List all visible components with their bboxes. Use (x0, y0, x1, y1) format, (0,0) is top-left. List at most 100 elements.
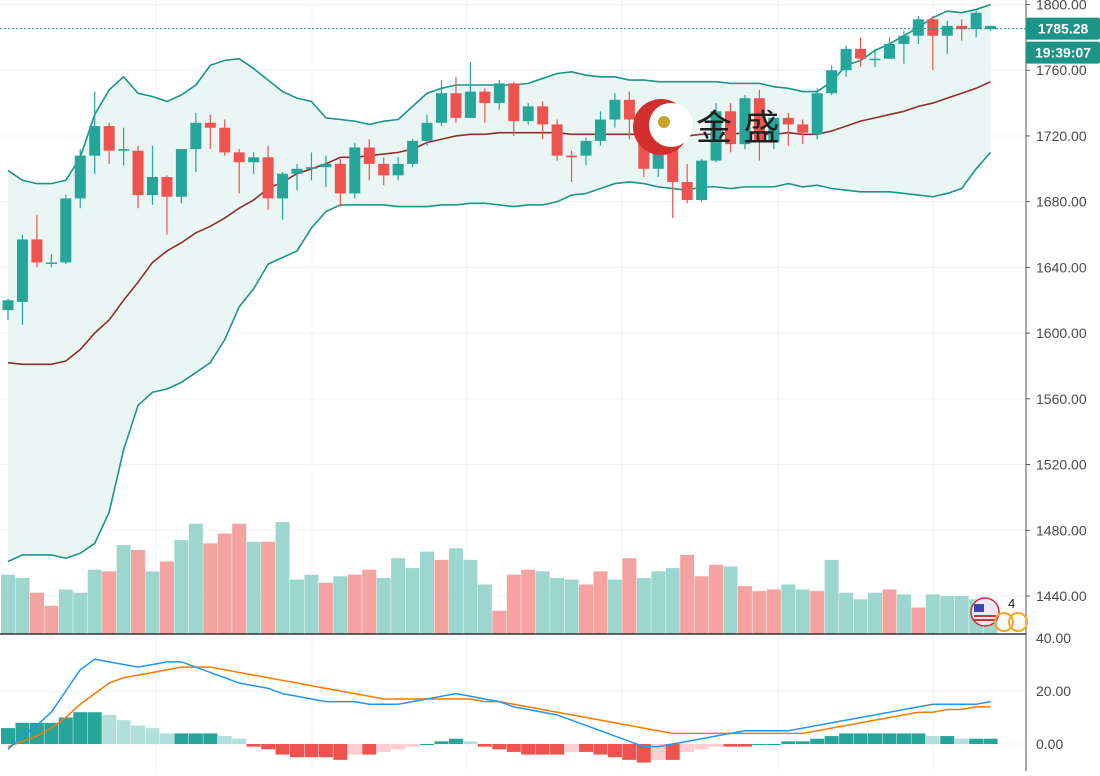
volume-bar (824, 559, 839, 634)
macd-histogram-bar (868, 733, 882, 744)
price-axis[interactable]: 1800.00 1760.00 1720.00 1680.00 1640.00 1600.… (1025, 0, 1087, 771)
candle-body (392, 163, 404, 176)
macd-histogram-bar (131, 725, 146, 744)
economic-event-marker[interactable]: 4 (970, 596, 1028, 632)
candle-body (132, 150, 144, 196)
macd-histogram-bar (680, 744, 695, 752)
candle-body (927, 19, 939, 36)
candle-body (739, 98, 751, 145)
volume-bar (954, 596, 969, 634)
candle-body (753, 98, 765, 143)
volume-bar (405, 568, 420, 634)
macd-histogram-bar (709, 744, 724, 747)
candle-body (436, 93, 447, 123)
candle (74, 149, 86, 209)
logo-text: 金 盛 (696, 108, 779, 149)
volume-bar (752, 591, 767, 634)
candle-body (147, 177, 158, 196)
macd-histogram-bar (954, 738, 969, 744)
volume-bar (116, 545, 131, 634)
volume-bar (448, 548, 463, 634)
macd-histogram-bar (723, 744, 738, 747)
volume-bar (636, 577, 651, 634)
candle-body (277, 173, 289, 199)
candle-body (248, 157, 260, 163)
macd-histogram-bar (304, 744, 319, 758)
candle (233, 149, 245, 194)
volume-bar (434, 559, 449, 634)
macd-tick-label: 20.00 (1036, 683, 1071, 699)
volume-bar (709, 564, 724, 634)
volume-bars (0, 522, 1026, 635)
macd-tick-label: 40.00 (1036, 630, 1071, 646)
candle (334, 158, 346, 207)
macd-histogram-bar (73, 712, 88, 744)
candle-body (60, 198, 72, 263)
candle-body (190, 122, 202, 150)
candle-body (378, 163, 390, 176)
candle-body (320, 163, 332, 168)
candle (291, 163, 303, 191)
macd-histogram-bar (766, 744, 781, 745)
candle (45, 254, 57, 268)
price-tick-label: 1680.00 (1036, 194, 1087, 210)
candle (349, 142, 361, 199)
candle-body (869, 58, 881, 61)
macd-histogram-bar (593, 744, 608, 755)
macd-histogram-bar (694, 744, 709, 750)
volume-bar (694, 576, 709, 634)
volume-bar (391, 558, 406, 634)
macd-histogram-bar (420, 744, 435, 745)
candle (753, 89, 765, 161)
macd-histogram-bar (232, 738, 247, 744)
candle (363, 139, 375, 181)
candle (493, 80, 505, 110)
watermark-logo: 金 盛 (633, 99, 779, 155)
candle-body (594, 119, 606, 141)
candle-body (464, 91, 476, 118)
candle-body (219, 127, 231, 153)
macd-histogram-bar (911, 733, 926, 744)
volume-bar (868, 592, 882, 634)
volume-bar (492, 610, 507, 634)
candle-body (479, 91, 491, 104)
candle (927, 16, 939, 71)
macd-line (7, 658, 991, 750)
volume-bar (347, 574, 362, 634)
candle (970, 11, 982, 38)
countdown-badge (1026, 41, 1100, 64)
candle (594, 111, 606, 146)
last-price-badge (1026, 17, 1100, 40)
macd-histogram-bar (810, 738, 825, 744)
macd-histogram-bar (506, 744, 521, 752)
candle-body (262, 157, 274, 199)
volume-bar (521, 569, 536, 634)
candle-body (450, 93, 462, 118)
macd-histogram-bar (824, 736, 839, 744)
last-price-label: 1785.28 (1038, 21, 1089, 37)
macd-histogram-bar (795, 741, 810, 744)
candle (175, 149, 187, 204)
candle-body (985, 25, 997, 30)
macd-histogram-bar (492, 744, 507, 750)
candle (826, 65, 838, 95)
macd-histogram-bar (362, 744, 377, 755)
candle (681, 163, 693, 204)
candle-body (363, 147, 375, 164)
volume-bar (73, 592, 88, 634)
macd-histogram-bar (651, 744, 666, 760)
candle (89, 91, 101, 174)
candle-body (696, 160, 708, 201)
candle (508, 81, 520, 136)
candle (580, 137, 592, 166)
volume-bar (911, 607, 926, 634)
candle-body (74, 155, 86, 199)
volume-bar (723, 566, 738, 634)
countdown-label: 19:39:07 (1035, 45, 1091, 61)
candle (204, 114, 216, 150)
macd-histogram-bar (217, 736, 232, 744)
volume-bar (795, 589, 810, 634)
candle-body (508, 83, 520, 122)
